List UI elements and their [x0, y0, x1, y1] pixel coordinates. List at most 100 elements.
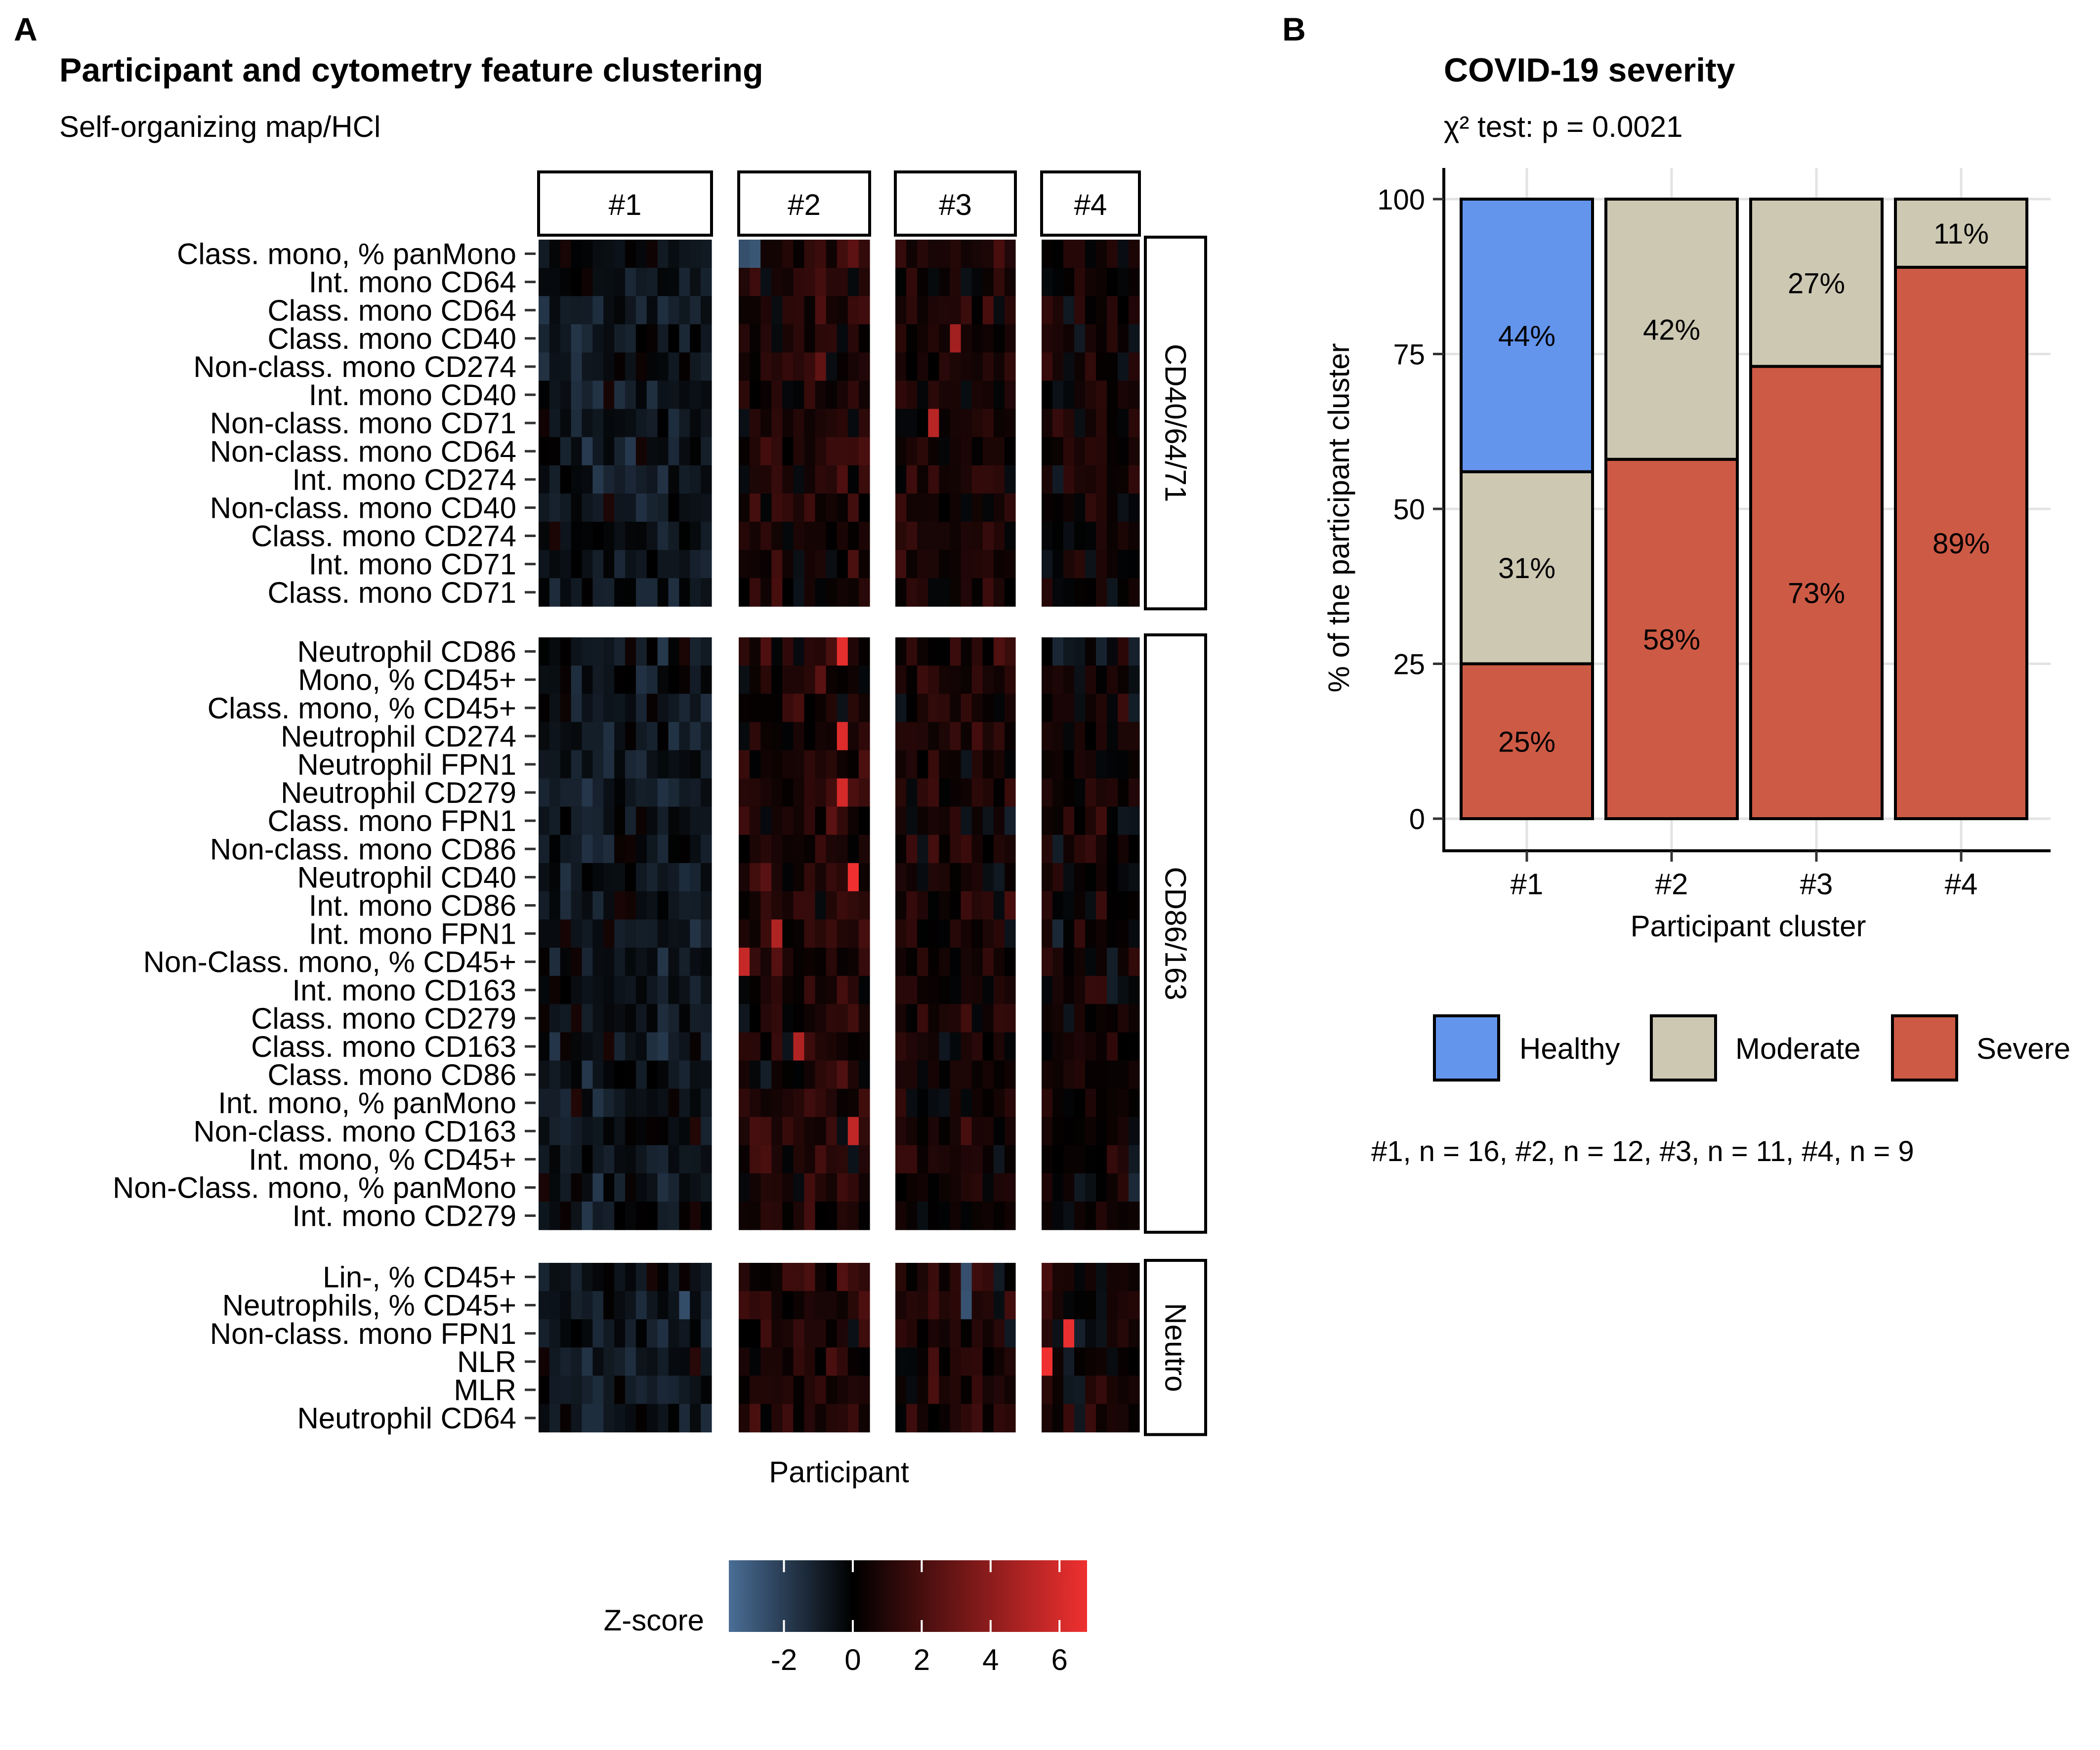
heatmap-cell	[1004, 352, 1016, 381]
heatmap-cell	[815, 1404, 827, 1433]
heatmap-cell	[679, 666, 690, 694]
heatmap-cell	[1004, 240, 1016, 268]
heatmap-cell	[646, 380, 658, 410]
heatmap-cell	[592, 750, 604, 779]
heatmap-cell	[571, 409, 583, 438]
heatmap-cell	[1107, 750, 1118, 779]
heatmap-cell	[635, 409, 647, 438]
heatmap-cell	[837, 296, 848, 325]
heatmap-cell	[950, 722, 962, 750]
heatmap-cell	[950, 891, 962, 920]
heatmap-cell	[950, 409, 962, 438]
heatmap-cell	[571, 694, 583, 722]
heatmap-cell	[858, 240, 870, 268]
heatmap-cell	[739, 750, 750, 779]
heatmap-cell	[804, 919, 816, 948]
panel-a-letter: A	[14, 11, 38, 47]
heatmap-cell	[826, 637, 838, 666]
heatmap-cell	[750, 1404, 761, 1433]
heatmap-cell	[750, 778, 761, 807]
heatmap-cell	[603, 891, 615, 920]
heatmap-cell	[804, 976, 816, 1004]
heatmap-cell	[939, 550, 951, 579]
heatmap-cell	[793, 919, 805, 948]
heatmap-cell	[1004, 409, 1016, 438]
heatmap-cell	[760, 493, 772, 522]
heatmap-cell	[771, 778, 783, 807]
heatmap-cell	[1042, 1404, 1053, 1433]
heatmap-cell	[1129, 409, 1140, 438]
heatmap-cell	[961, 891, 972, 920]
heatmap-cell	[1085, 750, 1096, 779]
heatmap-cell	[939, 834, 951, 864]
heatmap-cell	[1074, 722, 1086, 750]
heatmap-cell	[549, 750, 561, 779]
heatmap-cell	[760, 1347, 772, 1376]
heatmap-cell	[690, 976, 701, 1004]
heatmap-cell	[815, 493, 827, 522]
heatmap-cell	[625, 522, 636, 550]
heatmap-cell	[635, 437, 647, 466]
heatmap-cell	[837, 750, 848, 779]
heatmap-cell	[1107, 1004, 1118, 1033]
heatmap-cell	[1004, 437, 1016, 466]
heatmap-cell	[1042, 1117, 1053, 1146]
heatmap-cell	[1004, 1004, 1016, 1033]
heatmap-cell	[906, 666, 918, 694]
heatmap-cell	[782, 1032, 794, 1061]
heatmap-cell	[1107, 1202, 1118, 1230]
heatmap-cell	[760, 1117, 772, 1146]
heatmap-cell	[1107, 1291, 1118, 1320]
heatmap-cell	[1063, 834, 1075, 864]
heatmap-cell	[635, 1263, 647, 1292]
heatmap-cell	[614, 750, 626, 779]
heatmap-row-label: Int. mono CD64	[309, 266, 516, 299]
heatmap-cell	[793, 806, 805, 835]
heatmap-cell	[635, 324, 647, 353]
heatmap-cell	[560, 666, 572, 694]
bar-chart-y-axis-title: % of the participant cluster	[1322, 343, 1355, 692]
heatmap-cell	[549, 240, 561, 268]
heatmap-cell	[993, 465, 1005, 494]
heatmap-cell	[971, 550, 983, 579]
heatmap-cell	[837, 806, 848, 835]
heatmap-cell	[760, 1291, 772, 1320]
heatmap-cell	[939, 324, 951, 353]
heatmap-cell	[760, 1319, 772, 1348]
heatmap-cell	[961, 380, 972, 410]
heatmap-cell	[1042, 1032, 1053, 1061]
heatmap-cell	[804, 694, 816, 722]
heatmap-cell	[739, 778, 750, 807]
heatmap-cell	[782, 409, 794, 438]
heatmap-cell	[571, 1347, 583, 1376]
heatmap-cell	[837, 666, 848, 694]
heatmap-cell	[635, 834, 647, 864]
heatmap-cell	[939, 806, 951, 835]
heatmap-cell	[826, 437, 838, 466]
heatmap-cell	[739, 409, 750, 438]
heatmap-cell	[917, 722, 928, 750]
heatmap-cell	[582, 722, 593, 750]
heatmap-cell	[1118, 750, 1129, 779]
heatmap-cell	[1129, 1347, 1140, 1376]
heatmap-cell	[804, 1319, 816, 1348]
heatmap-cell	[1052, 806, 1064, 835]
heatmap-cell	[592, 1004, 604, 1033]
heatmap-cell	[657, 778, 669, 807]
heatmap-cell	[782, 919, 794, 948]
heatmap-cell	[614, 522, 626, 550]
heatmap-cell	[668, 324, 679, 353]
heatmap-cell	[826, 1088, 838, 1118]
heatmap-cell	[782, 891, 794, 920]
heatmap-cell	[906, 863, 918, 892]
heatmap-cell	[668, 493, 679, 522]
heatmap-cell	[917, 578, 928, 607]
heatmap-cell	[1129, 1145, 1140, 1174]
heatmap-cell	[1052, 578, 1064, 607]
heatmap-cell	[571, 522, 583, 550]
heatmap-cell	[614, 1404, 626, 1433]
heatmap-cell	[739, 550, 750, 579]
heatmap-cell	[739, 578, 750, 607]
heatmap-cell	[961, 863, 972, 892]
heatmap-cell	[1052, 522, 1064, 550]
